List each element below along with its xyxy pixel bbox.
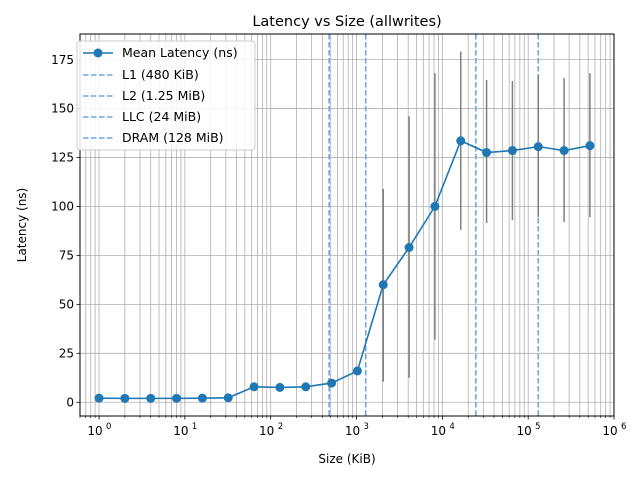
x-tick-label: 10 bbox=[259, 424, 274, 438]
data-point bbox=[301, 382, 311, 392]
y-tick-label: 125 bbox=[51, 151, 74, 165]
data-point bbox=[120, 393, 130, 403]
data-point bbox=[404, 243, 414, 253]
x-tick-label: 10 bbox=[517, 424, 532, 438]
data-point bbox=[559, 146, 569, 156]
x-tick-exponent: 4 bbox=[449, 422, 454, 432]
data-point bbox=[533, 142, 543, 152]
y-axis-ticks: 0 25 50 75 100 125 150 175 bbox=[51, 53, 80, 410]
data-point bbox=[378, 280, 388, 290]
data-point bbox=[585, 141, 595, 151]
y-tick-label: 175 bbox=[51, 53, 74, 67]
x-tick-exponent: 0 bbox=[106, 422, 111, 432]
legend-series-label: Mean Latency (ns) bbox=[122, 45, 238, 60]
legend-llc-label: LLC (24 MiB) bbox=[122, 109, 201, 124]
y-tick-label: 25 bbox=[59, 347, 74, 361]
data-point bbox=[249, 382, 259, 392]
x-tick-exponent: 3 bbox=[364, 422, 369, 432]
data-point bbox=[146, 393, 156, 403]
x-axis-label: Size (KiB) bbox=[318, 452, 375, 466]
legend-l2-label: L2 (1.25 MiB) bbox=[122, 88, 205, 103]
y-tick-label: 150 bbox=[51, 102, 74, 116]
y-tick-label: 75 bbox=[59, 249, 74, 263]
y-tick-label: 0 bbox=[66, 396, 74, 410]
data-point bbox=[275, 382, 285, 392]
data-point bbox=[327, 378, 337, 388]
chart-title: Latency vs Size (allwrites) bbox=[252, 14, 441, 30]
x-tick-label: 10 bbox=[602, 424, 617, 438]
data-point bbox=[507, 146, 517, 156]
legend-frame bbox=[76, 40, 256, 151]
legend: Mean Latency (ns) L1 (480 KiB) L2 (1.25 … bbox=[76, 40, 256, 151]
x-tick-label: 10 bbox=[173, 424, 188, 438]
x-axis-ticks: 10 0 10 1 10 2 10 3 10 4 10 5 10 6 bbox=[79, 416, 626, 438]
data-point bbox=[223, 393, 233, 403]
x-tick-label: 10 bbox=[87, 424, 102, 438]
data-point bbox=[482, 148, 492, 158]
legend-series-marker bbox=[93, 48, 103, 58]
plot-area-frame bbox=[79, 33, 615, 417]
data-point bbox=[172, 393, 182, 403]
series bbox=[94, 136, 595, 403]
x-tick-exponent: 5 bbox=[535, 422, 540, 432]
x-tick-exponent: 6 bbox=[621, 422, 626, 432]
y-tick-label: 100 bbox=[51, 200, 74, 214]
data-point bbox=[456, 136, 466, 146]
legend-dram-label: DRAM (128 MiB) bbox=[122, 130, 224, 145]
y-tick-label: 50 bbox=[59, 298, 74, 312]
legend-l1-label: L1 (480 KiB) bbox=[122, 67, 199, 82]
y-axis-label: Latency (ns) bbox=[15, 188, 29, 262]
x-tick-label: 10 bbox=[345, 424, 360, 438]
data-point bbox=[352, 366, 362, 376]
x-tick-exponent: 1 bbox=[192, 422, 197, 432]
x-tick-label: 10 bbox=[431, 424, 446, 438]
data-point bbox=[197, 393, 207, 403]
data-point bbox=[94, 393, 104, 403]
x-tick-exponent: 2 bbox=[278, 422, 283, 432]
data-point bbox=[430, 201, 440, 211]
